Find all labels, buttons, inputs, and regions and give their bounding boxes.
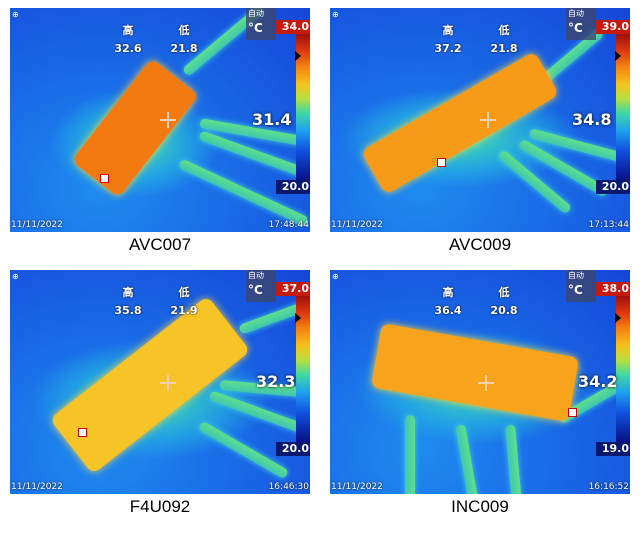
- scale-min: 20.0: [276, 442, 310, 456]
- hotspot-marker-icon: [100, 174, 109, 183]
- min-temp-readout: 低 21.8: [484, 22, 524, 55]
- date-stamp: 11/11/2022: [11, 482, 63, 492]
- range-mode: 自动 °C: [566, 8, 596, 40]
- min-label: 低: [498, 286, 510, 299]
- unit-label: °C: [248, 283, 263, 297]
- image-caption: INC009: [451, 497, 509, 516]
- image-caption: AVC009: [448, 235, 512, 254]
- camera-status-icon: ⊕: [332, 272, 339, 281]
- min-value: 21.9: [170, 304, 198, 317]
- color-scale-bar: [296, 296, 310, 442]
- max-temp-readout: 高 36.4: [428, 284, 468, 317]
- thermal-image: ⊕ 高 35.8 低 21.9 自动 °C 37.0 20.0 32.3 11/11/2022 16:…: [10, 270, 310, 494]
- scale-max: 38.0: [596, 282, 630, 296]
- hotspot-marker-icon: [78, 428, 87, 437]
- center-temp: 34.8: [572, 110, 612, 129]
- center-temp: 34.2: [578, 372, 618, 391]
- crosshair-icon: [160, 112, 176, 128]
- min-value: 20.8: [490, 304, 518, 317]
- scale-marker-icon: [615, 51, 621, 61]
- thermal-image: ⊕ 高 32.6 低 21.8 自动 °C 34.0 20.0 31.4 11/11/2022 17:…: [10, 8, 310, 232]
- min-temp-readout: 低 21.9: [164, 284, 204, 317]
- center-temp: 31.4: [252, 110, 292, 129]
- min-label: 低: [178, 286, 190, 299]
- date-stamp: 11/11/2022: [11, 220, 63, 230]
- min-label: 低: [178, 24, 190, 37]
- unit-label: °C: [568, 21, 583, 35]
- center-temp: 32.3: [256, 372, 296, 391]
- unit-label: °C: [248, 21, 263, 35]
- max-value: 32.6: [114, 42, 142, 55]
- hotspot-marker-icon: [568, 408, 577, 417]
- scale-marker-icon: [295, 51, 301, 61]
- max-value: 36.4: [434, 304, 462, 317]
- mode-label: 自动: [568, 271, 584, 280]
- max-label: 高: [442, 286, 454, 299]
- scale-max: 34.0: [276, 20, 310, 34]
- scale-marker-icon: [615, 313, 621, 323]
- scale-min: 20.0: [276, 180, 310, 194]
- crosshair-icon: [480, 112, 496, 128]
- date-stamp: 11/11/2022: [331, 220, 383, 230]
- cable: [405, 415, 415, 494]
- color-scale-bar: [616, 34, 630, 180]
- thermal-image: ⊕ 高 37.2 低 21.8 自动 °C 39.0 20.0 34.8 11/11/2022 17:…: [330, 8, 630, 232]
- crosshair-icon: [478, 375, 494, 391]
- mode-label: 自动: [248, 9, 264, 18]
- range-mode: 自动 °C: [246, 270, 276, 302]
- unit-label: °C: [568, 283, 583, 297]
- time-stamp: 16:46:30: [268, 482, 309, 492]
- max-temp-readout: 高 35.8: [108, 284, 148, 317]
- scale-max: 37.0: [276, 282, 310, 296]
- mode-label: 自动: [248, 271, 264, 280]
- scale-min: 19.0: [596, 442, 630, 456]
- scale-marker-icon: [295, 313, 301, 323]
- min-temp-readout: 低 20.8: [484, 284, 524, 317]
- max-value: 37.2: [434, 42, 462, 55]
- max-temp-readout: 高 32.6: [108, 22, 148, 55]
- min-value: 21.8: [170, 42, 198, 55]
- camera-status-icon: ⊕: [12, 10, 19, 19]
- max-value: 35.8: [114, 304, 142, 317]
- time-stamp: 17:48:44: [268, 220, 309, 230]
- max-label: 高: [122, 24, 134, 37]
- camera-status-icon: ⊕: [332, 10, 339, 19]
- max-label: 高: [122, 286, 134, 299]
- color-scale-bar: [616, 296, 630, 442]
- mode-label: 自动: [568, 9, 584, 18]
- min-value: 21.8: [490, 42, 518, 55]
- hotspot-marker-icon: [437, 158, 446, 167]
- thermal-image: ⊕ 高 36.4 低 20.8 自动 °C 38.0 19.0 34.2 11/11/2022 16:…: [330, 270, 630, 494]
- scale-min: 20.0: [596, 180, 630, 194]
- image-caption: F4U092: [129, 497, 191, 516]
- crosshair-icon: [160, 375, 176, 391]
- min-temp-readout: 低 21.8: [164, 22, 204, 55]
- range-mode: 自动 °C: [566, 270, 596, 302]
- max-label: 高: [442, 24, 454, 37]
- date-stamp: 11/11/2022: [331, 482, 383, 492]
- range-mode: 自动 °C: [246, 8, 276, 40]
- min-label: 低: [498, 24, 510, 37]
- image-caption: AVC007: [128, 235, 192, 254]
- color-scale-bar: [296, 34, 310, 180]
- max-temp-readout: 高 37.2: [428, 22, 468, 55]
- time-stamp: 16:16:52: [588, 482, 629, 492]
- time-stamp: 17:13:44: [588, 220, 629, 230]
- camera-status-icon: ⊕: [12, 272, 19, 281]
- scale-max: 39.0: [596, 20, 630, 34]
